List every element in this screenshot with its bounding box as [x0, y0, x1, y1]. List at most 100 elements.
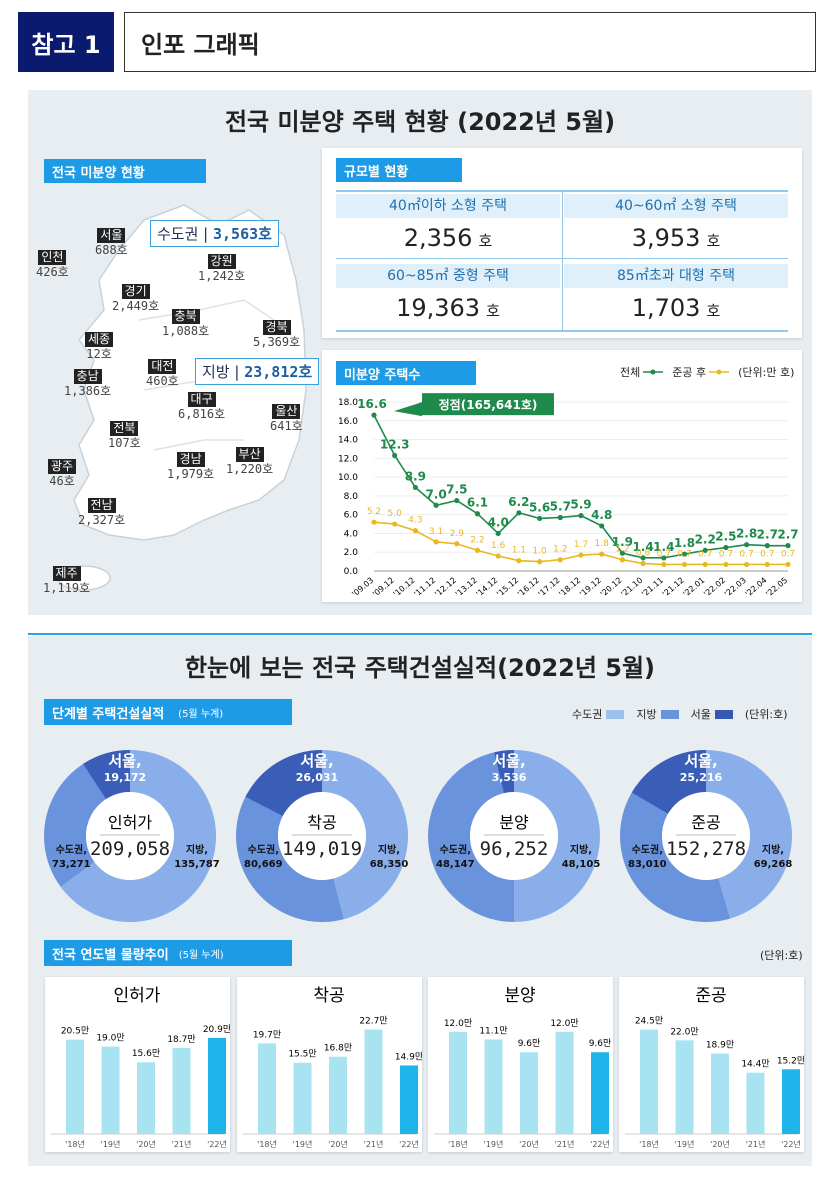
region-9: 대구 6,816호: [178, 392, 225, 422]
donut-local-label: 지방, 48,105: [556, 844, 606, 872]
local-label: 지방,: [185, 845, 209, 856]
capital-label: 수도권: [157, 225, 199, 243]
point: [557, 514, 563, 521]
region-name: 강원: [207, 254, 236, 269]
data-label: 2.7: [757, 528, 778, 542]
data-label: 4.3: [408, 516, 422, 526]
point: [764, 561, 770, 568]
data-label: 2.9: [450, 529, 465, 539]
bar-category: '20년: [328, 1139, 348, 1149]
data-label: 0.8: [636, 548, 651, 558]
donut-total: 152,278: [665, 838, 747, 860]
local-value: 23,812호: [244, 363, 313, 381]
bar: [293, 1062, 312, 1134]
data-label: 1.8: [674, 536, 695, 550]
point: [681, 561, 688, 568]
bar-category: '21년: [172, 1139, 192, 1149]
bar-label: 12.0만: [444, 1018, 472, 1029]
data-label: 4.0: [488, 515, 509, 529]
bar: [711, 1053, 729, 1134]
bar-label: 19.7만: [253, 1029, 281, 1040]
yearly-tab: 전국 연도별 물량추이 (5월 누계): [44, 940, 292, 966]
data-label: 2.5: [715, 530, 736, 544]
donut-total: 209,058: [89, 838, 171, 860]
data-label: 0.7: [657, 549, 671, 559]
bar-label: 15.6만: [132, 1048, 160, 1059]
point: [537, 515, 543, 522]
data-label: 6.2: [508, 495, 529, 509]
point: [495, 553, 501, 559]
slice-local: [706, 750, 792, 919]
y-tick: 6.0: [344, 511, 359, 521]
data-label: 4.8: [591, 508, 612, 522]
point: [371, 519, 377, 525]
yearly-unit: (단위:호): [760, 949, 803, 962]
x-tick: '13.12: [454, 576, 479, 599]
yearly-card-2: 분양 12.0만 '18년 11.1만 '19년 9.6만 '20년 12.0만 '21년 9.6…: [428, 977, 613, 1152]
bar-label: 24.5만: [635, 1016, 663, 1027]
y-tick: 2.0: [344, 548, 359, 558]
region-value: 641호: [270, 419, 303, 433]
y-tick: 12.0: [338, 454, 358, 464]
data-label: 0.7: [760, 549, 774, 559]
bar-label: 20.9만: [203, 1024, 230, 1035]
donut-total: 149,019: [281, 838, 363, 860]
bar-category: '18년: [65, 1139, 85, 1149]
donut-name: 인허가: [108, 813, 152, 832]
region-value: 426호: [36, 265, 69, 279]
x-tick: '22.04: [744, 576, 769, 599]
y-tick: 4.0: [344, 529, 359, 539]
donut-name: 준공: [691, 813, 720, 832]
bar-label: 14.4만: [741, 1059, 769, 1070]
point: [474, 547, 481, 553]
bar: [520, 1052, 538, 1134]
local-label: 지방,: [569, 845, 593, 856]
bar-category: '19년: [675, 1139, 695, 1149]
region-value: 2,449호: [112, 299, 160, 313]
point: [599, 523, 605, 529]
reference-tag: 참고 1: [18, 12, 114, 72]
region-5: 경북 5,369호: [253, 320, 300, 350]
local-area-box: 지방 | 23,812호: [195, 358, 320, 385]
legend-after: 준공 후: [672, 366, 707, 379]
data-label: 1.0: [532, 547, 547, 557]
slice-seoul: [494, 750, 514, 794]
bar-category: '18년: [448, 1139, 468, 1149]
region-15: 전남 2,327호: [78, 498, 125, 528]
capital-label: 수도권,: [439, 845, 471, 856]
region-value: 688호: [95, 243, 128, 257]
y-tick: 8.0: [344, 492, 359, 502]
region-value: 12호: [86, 347, 112, 361]
point: [495, 530, 501, 537]
x-tick: '09.12: [371, 576, 396, 599]
size-label: 40~60㎡ 소형 주택: [564, 194, 788, 218]
bar: [364, 1029, 383, 1134]
donut-seoul-label: 서울, 19,172: [90, 754, 160, 785]
donut-0: 인허가: [44, 750, 216, 922]
unsold-line-chart: 18.0 16.0 14.0 12.0 10.0 8.0 6.0 4.0 2.0 0.0'09.0…: [338, 393, 799, 599]
y-tick: 0.0: [344, 567, 359, 577]
slice-seoul: [245, 750, 322, 816]
region-7: 대전 460호: [146, 359, 179, 389]
size-number: 1,703: [631, 294, 701, 322]
x-tick: '15.12: [495, 576, 520, 599]
slice-local: [322, 750, 409, 920]
data-label: 1.2: [615, 545, 629, 555]
data-label: 5.9: [570, 498, 591, 512]
capital-value: 73,271: [52, 859, 91, 870]
bar: [746, 1072, 765, 1134]
region-8: 충남 1,386호: [64, 369, 111, 399]
x-tick: '12.12: [433, 576, 458, 599]
data-label: 1.2: [553, 545, 567, 555]
legend-seoul: 서울: [690, 708, 711, 721]
region-value: 107호: [108, 436, 141, 450]
slice-seoul: [631, 750, 706, 814]
data-label: 12.3: [380, 438, 410, 452]
bar-category: '20년: [136, 1139, 156, 1149]
x-tick: '19.12: [578, 576, 603, 599]
capital-area-box: 수도권 | 3,563호: [150, 220, 279, 247]
donut-capital-label: 수도권, 48,147: [436, 844, 475, 872]
region-name: 울산: [272, 404, 301, 419]
local-value: 68,350: [369, 859, 409, 870]
region-name: 경남: [176, 452, 205, 467]
